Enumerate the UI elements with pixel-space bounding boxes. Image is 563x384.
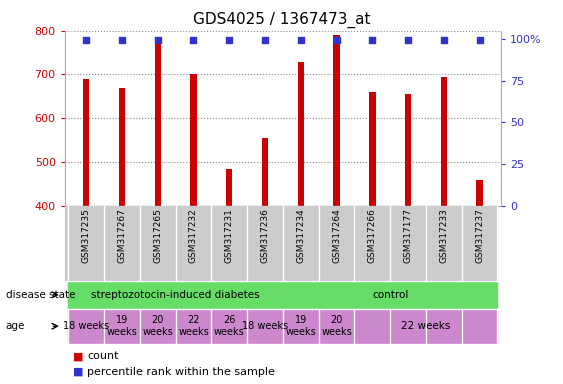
- Text: percentile rank within the sample: percentile rank within the sample: [87, 366, 275, 377]
- Bar: [140, 309, 176, 344]
- Text: GSM317234: GSM317234: [296, 208, 305, 263]
- Bar: [226, 169, 233, 206]
- Bar: [298, 62, 304, 206]
- Text: 20
weeks: 20 weeks: [321, 315, 352, 337]
- Text: GSM317265: GSM317265: [153, 208, 162, 263]
- Text: 26
weeks: 26 weeks: [214, 315, 245, 337]
- Text: GSM317236: GSM317236: [261, 208, 270, 263]
- Bar: [355, 309, 498, 344]
- Bar: [283, 281, 498, 309]
- Bar: [441, 77, 447, 206]
- Bar: [283, 309, 319, 344]
- Point: [82, 37, 91, 43]
- Text: GSM317266: GSM317266: [368, 208, 377, 263]
- Bar: [68, 309, 104, 344]
- Text: ■: ■: [73, 351, 84, 361]
- Bar: [319, 309, 355, 344]
- Bar: [119, 88, 125, 206]
- Text: GSM317267: GSM317267: [118, 208, 127, 263]
- Bar: [476, 180, 483, 206]
- Text: age: age: [6, 321, 25, 331]
- Bar: [176, 309, 211, 344]
- Text: 22
weeks: 22 weeks: [178, 315, 209, 337]
- Bar: [154, 42, 161, 206]
- Bar: [190, 74, 196, 206]
- Text: GSM317235: GSM317235: [82, 208, 91, 263]
- Bar: [247, 309, 283, 344]
- Text: GSM317233: GSM317233: [439, 208, 448, 263]
- Text: 19
weeks: 19 weeks: [285, 315, 316, 337]
- Point: [118, 37, 127, 43]
- Text: 19
weeks: 19 weeks: [106, 315, 137, 337]
- Bar: [83, 79, 90, 206]
- Bar: [211, 309, 247, 344]
- Point: [332, 37, 341, 43]
- Text: disease state: disease state: [6, 290, 75, 300]
- Point: [261, 37, 270, 43]
- Text: ■: ■: [73, 366, 84, 377]
- Text: count: count: [87, 351, 119, 361]
- Text: 18 weeks: 18 weeks: [242, 321, 288, 331]
- Point: [404, 37, 413, 43]
- Point: [153, 37, 162, 43]
- Text: streptozotocin-induced diabetes: streptozotocin-induced diabetes: [91, 290, 260, 300]
- Point: [475, 37, 484, 43]
- Point: [189, 37, 198, 43]
- Text: GSM317231: GSM317231: [225, 208, 234, 263]
- Point: [439, 37, 448, 43]
- Text: GSM317177: GSM317177: [404, 208, 413, 263]
- Text: 20
weeks: 20 weeks: [142, 315, 173, 337]
- Bar: [104, 309, 140, 344]
- Bar: [262, 138, 268, 206]
- Bar: [369, 92, 376, 206]
- Bar: [405, 94, 412, 206]
- Bar: [68, 281, 283, 309]
- Bar: [333, 35, 340, 206]
- Point: [296, 37, 305, 43]
- Text: GSM317232: GSM317232: [189, 208, 198, 263]
- Text: 18 weeks: 18 weeks: [63, 321, 109, 331]
- Point: [368, 37, 377, 43]
- Point: [225, 37, 234, 43]
- Text: control: control: [372, 290, 408, 300]
- Text: GSM317237: GSM317237: [475, 208, 484, 263]
- Text: GDS4025 / 1367473_at: GDS4025 / 1367473_at: [193, 12, 370, 28]
- Text: GSM317264: GSM317264: [332, 208, 341, 263]
- Text: 22 weeks: 22 weeks: [401, 321, 450, 331]
